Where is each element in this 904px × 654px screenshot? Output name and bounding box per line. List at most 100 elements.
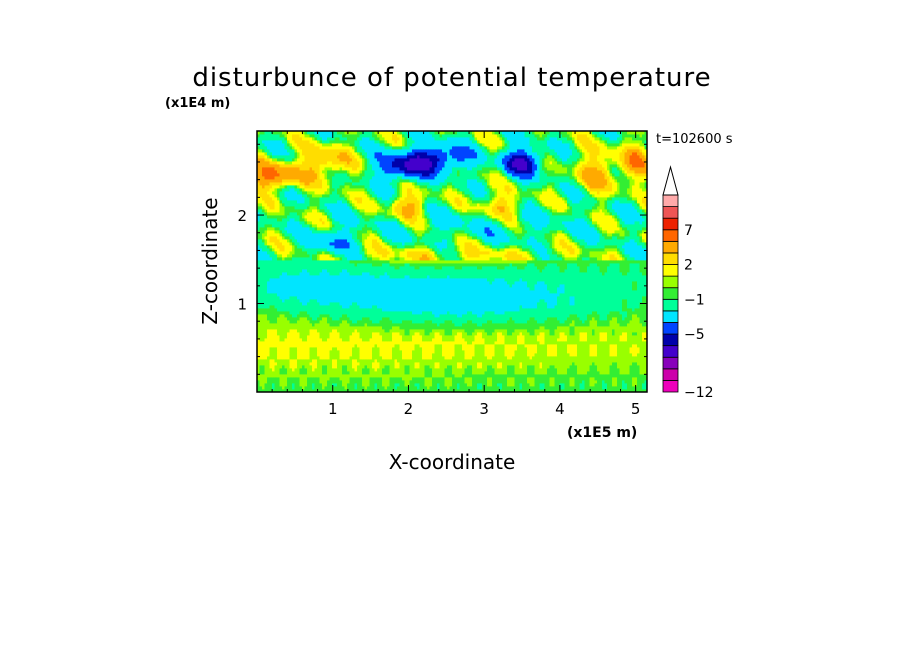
- field-cell: [464, 299, 468, 303]
- field-cell: [304, 386, 308, 390]
- field-cell: [497, 380, 500, 384]
- field-cell: [349, 362, 353, 366]
- field-cell: [447, 317, 450, 321]
- field-cell: [407, 362, 410, 366]
- field-cell: [582, 383, 585, 387]
- field-cell: [374, 356, 378, 360]
- field-cell: [442, 368, 445, 372]
- field-cell: [374, 380, 378, 384]
- field-cell: [399, 329, 403, 333]
- field-cell: [354, 332, 358, 336]
- field-cell: [624, 320, 628, 324]
- field-cell: [402, 386, 405, 390]
- field-cell: [352, 308, 355, 312]
- field-cell: [369, 314, 373, 318]
- field-cell: [369, 338, 373, 342]
- field-cell: [464, 332, 468, 336]
- field-cell: [462, 380, 465, 384]
- field-cell: [577, 380, 580, 384]
- field-cell: [614, 362, 618, 366]
- field-cell: [442, 332, 445, 336]
- field-cell: [614, 347, 618, 351]
- field-cell: [382, 299, 385, 303]
- field-cell: [544, 305, 548, 309]
- field-cell: [297, 347, 300, 351]
- field-cell: [447, 362, 450, 366]
- field-cell: [599, 320, 603, 324]
- field-cell: [554, 317, 558, 321]
- field-cell: [359, 320, 363, 324]
- field-cell: [589, 347, 593, 351]
- field-cell: [527, 377, 530, 381]
- field-cell: [537, 344, 540, 348]
- field-cell: [467, 383, 470, 387]
- field-cell: [637, 389, 640, 392]
- field-cell: [632, 299, 635, 303]
- field-cell: [479, 296, 483, 300]
- field-cell: [297, 353, 300, 357]
- field-cell: [417, 320, 420, 324]
- field-cell: [479, 371, 483, 375]
- field-cell: [509, 308, 513, 312]
- field-cell: [594, 332, 598, 336]
- field-cell: [542, 341, 545, 345]
- field-cell: [359, 332, 363, 336]
- field-cell: [307, 332, 310, 336]
- field-cell: [339, 329, 343, 333]
- field-cell: [349, 383, 353, 387]
- field-cell: [417, 359, 420, 363]
- field-cell: [492, 389, 495, 392]
- field-cell: [389, 356, 393, 360]
- field-cell: [599, 341, 603, 345]
- field-cell: [362, 347, 365, 351]
- field-cell: [452, 386, 455, 390]
- field-cell: [399, 299, 403, 303]
- field-cell: [452, 350, 455, 354]
- field-cell: [342, 320, 345, 324]
- field-cell: [407, 356, 410, 360]
- field-cell: [312, 347, 315, 351]
- field-cell: [417, 323, 420, 327]
- field-cell: [279, 371, 283, 375]
- field-cell: [454, 353, 458, 357]
- field-cell: [497, 311, 500, 315]
- field-cell: [532, 311, 535, 315]
- field-cell: [307, 374, 310, 378]
- field-cell: [619, 296, 623, 300]
- field-cell: [414, 344, 418, 348]
- field-cell: [402, 332, 405, 336]
- field-cell: [432, 344, 435, 348]
- field-cell: [577, 344, 580, 348]
- field-cell: [494, 374, 498, 378]
- field-cell: [317, 344, 320, 348]
- field-cell: [322, 389, 325, 392]
- field-cell: [642, 365, 645, 369]
- field-cell: [337, 353, 340, 357]
- field-cell: [644, 329, 647, 333]
- field-cell: [447, 368, 450, 372]
- field-cell: [512, 380, 515, 384]
- field-cell: [632, 344, 635, 348]
- field-cell: [299, 305, 303, 309]
- field-cell: [389, 296, 393, 300]
- field-cell: [447, 311, 450, 315]
- field-cell: [412, 347, 415, 351]
- field-cell: [427, 365, 430, 369]
- field-cell: [337, 302, 340, 306]
- field-cell: [417, 308, 420, 312]
- field-cell: [537, 341, 540, 345]
- field-cell: [629, 353, 633, 357]
- field-cell: [524, 326, 528, 330]
- field-cell: [492, 311, 495, 315]
- field-cell: [524, 371, 528, 375]
- field-cell: [287, 383, 290, 387]
- field-cell: [632, 347, 635, 351]
- field-cell: [609, 335, 613, 339]
- field-cell: [507, 374, 510, 378]
- field-cell: [347, 320, 350, 324]
- field-cell: [522, 302, 525, 306]
- field-cell: [519, 296, 523, 300]
- field-cell: [529, 368, 533, 372]
- field-cell: [574, 341, 578, 345]
- field-cell: [597, 377, 600, 381]
